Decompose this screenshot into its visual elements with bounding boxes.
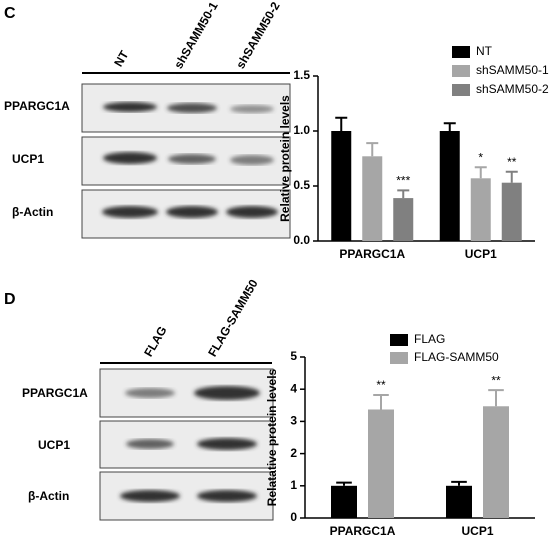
error-bar (488, 389, 504, 407)
band (103, 102, 157, 112)
bar (439, 131, 460, 241)
error-bar (335, 116, 348, 131)
y-tick-label: 1 (290, 478, 297, 492)
lane-label: shSAMM50-2 (233, 0, 283, 71)
bar (368, 409, 394, 518)
bar (501, 182, 522, 241)
error-bar (397, 189, 410, 199)
error-bar (373, 393, 389, 410)
band (103, 152, 157, 164)
y-tick-label: 3 (290, 414, 297, 428)
band (120, 490, 180, 502)
x-tick-label: UCP1 (461, 524, 493, 538)
significance: * (478, 150, 483, 164)
significance: ** (376, 378, 386, 392)
significance: *** (396, 174, 410, 188)
band (230, 105, 274, 113)
bar (393, 198, 414, 241)
y-tick-label: 1.0 (293, 123, 310, 137)
x-tick-label: UCP1 (465, 247, 497, 261)
bar (446, 485, 472, 518)
x-tick-label: PPARGC1A (339, 247, 405, 261)
row-label: UCP1 (38, 438, 70, 452)
band (167, 103, 217, 113)
lane-label: NT (111, 48, 131, 69)
row-label: β-Actin (28, 489, 69, 503)
y-tick-label: 4 (290, 381, 297, 395)
error-bar (443, 122, 456, 131)
bar (470, 178, 491, 241)
y-tick-label: 5 (290, 349, 297, 363)
panel-label: D (4, 291, 16, 308)
y-tick-label: 0.5 (293, 178, 310, 192)
bar (362, 156, 383, 241)
legend-label: shSAMM50-2 (476, 82, 549, 96)
band (102, 206, 158, 218)
band (125, 388, 175, 398)
panel-label: C (4, 5, 16, 22)
band (226, 206, 278, 218)
y-tick-label: 0.0 (293, 233, 310, 247)
error-bar (505, 170, 518, 183)
y-tick-label: 0 (290, 510, 297, 524)
row-label: PPARGC1A (22, 386, 88, 400)
significance: ** (507, 155, 517, 169)
band (194, 386, 260, 400)
row-label: PPARGC1A (4, 99, 70, 113)
legend-swatch (452, 65, 470, 77)
significance: ** (491, 373, 501, 387)
bar (331, 485, 357, 518)
legend-label: FLAG (414, 332, 445, 346)
band (126, 439, 174, 449)
legend-label: shSAMM50-1 (476, 63, 549, 77)
y-tick-label: 1.5 (293, 68, 310, 82)
legend-label: NT (476, 44, 493, 58)
row-label: β-Actin (12, 205, 53, 219)
error-bar (451, 480, 467, 486)
y-axis-title: Relatative protein levels (265, 368, 279, 506)
band (168, 154, 216, 164)
error-bar (336, 481, 352, 486)
error-bar (366, 142, 379, 157)
legend-swatch (390, 334, 408, 346)
band (197, 490, 257, 502)
band (197, 438, 257, 450)
legend-label: FLAG-SAMM50 (414, 350, 499, 364)
legend-swatch (452, 46, 470, 58)
bar (331, 131, 352, 241)
bar (483, 406, 509, 518)
legend-swatch (390, 352, 408, 364)
y-axis-title: Relative protein levels (278, 95, 292, 222)
error-bar (474, 166, 487, 179)
lane-label: shSAMM50-1 (171, 0, 221, 71)
lane-label: FLAG (141, 324, 169, 359)
band (166, 206, 218, 218)
y-tick-label: 2 (290, 446, 297, 460)
row-label: UCP1 (12, 152, 44, 166)
band (230, 155, 274, 165)
lane-label: FLAG-SAMM50 (205, 277, 261, 359)
x-tick-label: PPARGC1A (330, 524, 396, 538)
legend-swatch (452, 84, 470, 96)
